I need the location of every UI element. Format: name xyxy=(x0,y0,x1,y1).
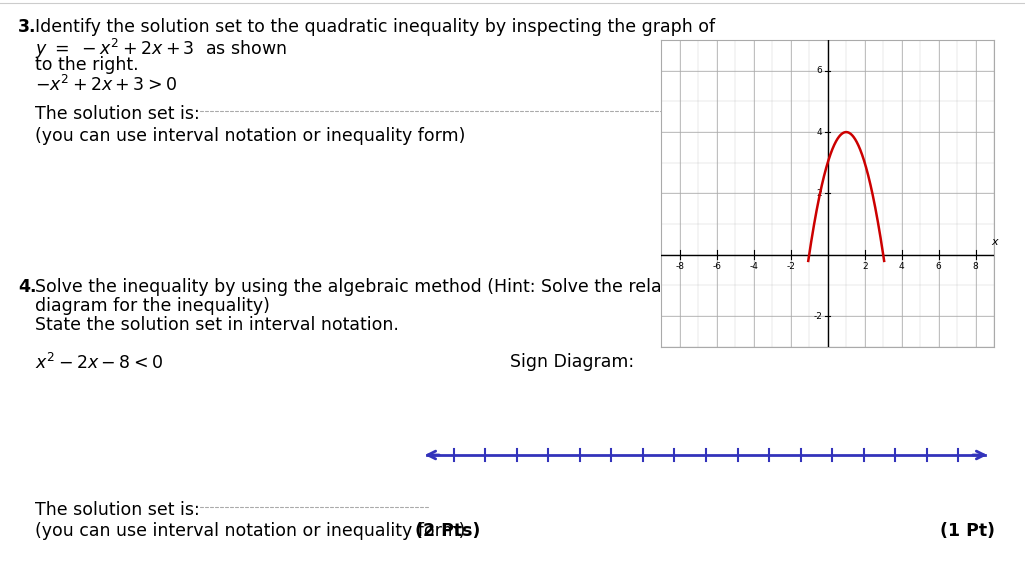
Text: 4.: 4. xyxy=(18,278,37,296)
Text: diagram for the inequality): diagram for the inequality) xyxy=(35,297,270,315)
Text: -4: -4 xyxy=(749,262,758,272)
Text: 6: 6 xyxy=(816,66,822,75)
Text: -2: -2 xyxy=(813,312,822,320)
Text: (1 Pt): (1 Pt) xyxy=(940,522,995,540)
Text: (2 Pts): (2 Pts) xyxy=(415,522,481,540)
Text: The solution set is:: The solution set is: xyxy=(35,105,200,123)
Text: (you can use interval notation or inequality form): (you can use interval notation or inequa… xyxy=(35,127,465,145)
Text: 2: 2 xyxy=(817,189,822,198)
Text: 4: 4 xyxy=(817,128,822,136)
Text: -6: -6 xyxy=(712,262,722,272)
Text: 8: 8 xyxy=(973,262,979,272)
Text: $-x^2 + 2x + 3 > 0$: $-x^2 + 2x + 3 > 0$ xyxy=(35,75,177,95)
Text: $x^2 - 2x - 8 < 0$: $x^2 - 2x - 8 < 0$ xyxy=(35,353,163,373)
Text: x: x xyxy=(991,237,997,247)
Text: (you can use interval notation or inequality form): (you can use interval notation or inequa… xyxy=(35,522,465,540)
Text: (2 Pts): (2 Pts) xyxy=(678,105,743,123)
Text: to the right.: to the right. xyxy=(35,56,138,74)
Text: 6: 6 xyxy=(936,262,942,272)
Text: 3.: 3. xyxy=(18,18,37,36)
Text: -2: -2 xyxy=(786,262,795,272)
Text: 4: 4 xyxy=(899,262,904,272)
Text: Sign Diagram:: Sign Diagram: xyxy=(510,353,634,371)
Text: -8: -8 xyxy=(675,262,684,272)
Text: 2: 2 xyxy=(862,262,867,272)
Text: The solution set is:: The solution set is: xyxy=(35,501,200,519)
Text: Identify the solution set to the quadratic inequality by inspecting the graph of: Identify the solution set to the quadrat… xyxy=(35,18,715,36)
Text: State the solution set in interval notation.: State the solution set in interval notat… xyxy=(35,316,399,334)
Text: Solve the inequality by using the algebraic method (Hint: Solve the related equa: Solve the inequality by using the algebr… xyxy=(35,278,930,296)
Text: $y\ =\ -x^2 + 2x + 3$  as shown: $y\ =\ -x^2 + 2x + 3$ as shown xyxy=(35,37,287,61)
